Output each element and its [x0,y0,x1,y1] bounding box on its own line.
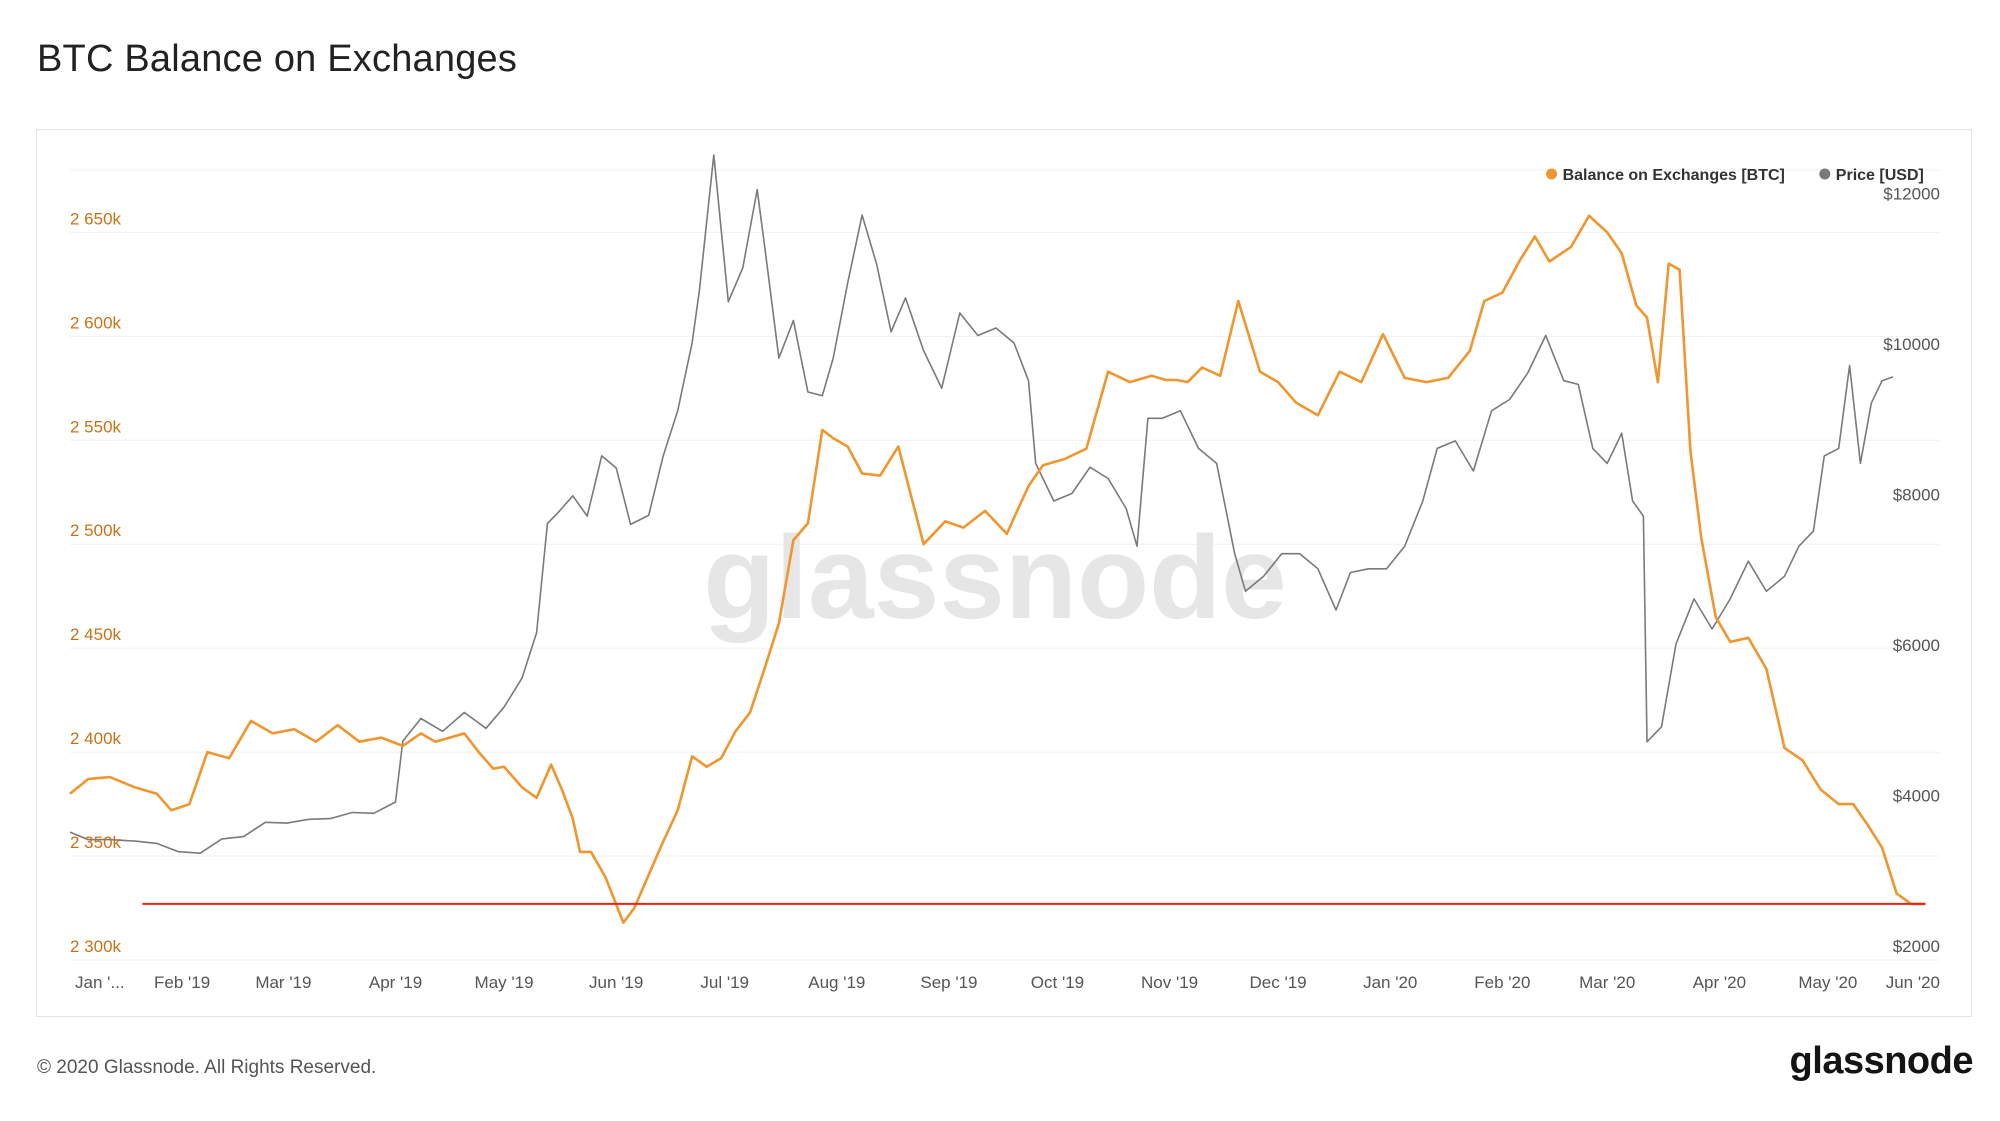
left-axis-tick-label: 2 600k [70,313,122,332]
right-axis-tick-label: $10000 [1883,335,1940,354]
x-axis-tick-label: Mar '19 [255,973,311,992]
left-axis-tick-label: 2 300k [70,937,122,956]
watermark-text: glassnode [703,512,1287,644]
price-series-line [69,154,1894,854]
x-axis-tick-label: Nov '19 [1141,973,1198,992]
x-axis-tick-label: Sep '19 [920,973,977,992]
x-axis-tick-label: Jun '19 [589,973,643,992]
x-axis-tick-label: Mar '20 [1579,973,1635,992]
legend-item-marker [1546,168,1558,180]
x-axis-tick-label: Oct '19 [1031,973,1084,992]
watermark-layer: glassnode [703,512,1287,644]
legend-item-marker [1819,168,1831,180]
x-axis-tick-label: Apr '19 [369,973,422,992]
legend-item-label: Price [USD] [1836,167,1924,184]
left-axis-tick-label: 2 550k [70,417,122,436]
x-axis-tick-label: Jul '19 [700,973,749,992]
right-axis-tick-label: $6000 [1893,636,1940,655]
left-axis-tick-label: 2 500k [70,521,122,540]
x-axis-tick-label: Aug '19 [808,973,865,992]
x-axis-tick-label: Apr '20 [1693,973,1746,992]
page-title: BTC Balance on Exchanges [37,38,518,80]
axis-left: 2 300k 2 350k 2 400k 2 450k 2 500k 2 550k 2 60… [70,209,122,956]
right-axis-tick-label: $2000 [1893,937,1940,956]
left-axis-tick-label: 2 350k [70,833,122,852]
left-axis-tick-label: 2 650k [70,209,122,228]
x-axis-tick-label: Jan '20 [1363,973,1417,992]
x-axis-tick-label: Feb '19 [154,973,210,992]
x-axis-tick-label: Dec '19 [1250,973,1307,992]
balance-layer [69,214,1926,924]
x-axis-tick-label: Feb '20 [1474,973,1530,992]
legend: Price [USD] Balance on Exchanges [BTC] [1546,167,1924,184]
grid-layer [70,169,1940,961]
copyright-text: © 2020 Glassnode. All Rights Reserved. [37,1057,377,1078]
x-axis-tick-label: May '20 [1798,973,1857,992]
x-axis-tick-label: May '19 [475,973,534,992]
price-layer [69,154,1894,854]
chart-frame: glassnode 2 300k 2 350k 2 400k 2 450k 2 500k… [36,129,1972,1017]
right-axis-tick-label: $4000 [1893,787,1940,806]
left-axis-tick-label: 2 450k [70,625,122,644]
left-axis-tick-label: 2 400k [70,729,122,748]
x-axis-tick-label: Jun '20 [1886,973,1940,992]
axis-right: $2000 $4000 $6000 $8000 $10000 $12000 [1883,185,1940,956]
balance-series-line [69,214,1926,924]
glassnode-logo: glassnode [1789,1040,1974,1082]
legend-item-label: Balance on Exchanges [BTC] [1563,167,1785,184]
right-axis-tick-label: $8000 [1893,486,1940,505]
axis-x: Jan '... Feb '19 Mar '19 Apr '19 May '19 Jun … [75,973,1940,992]
x-axis-tick-label: Jan '... [75,973,125,992]
right-axis-tick-label: $12000 [1883,185,1940,204]
